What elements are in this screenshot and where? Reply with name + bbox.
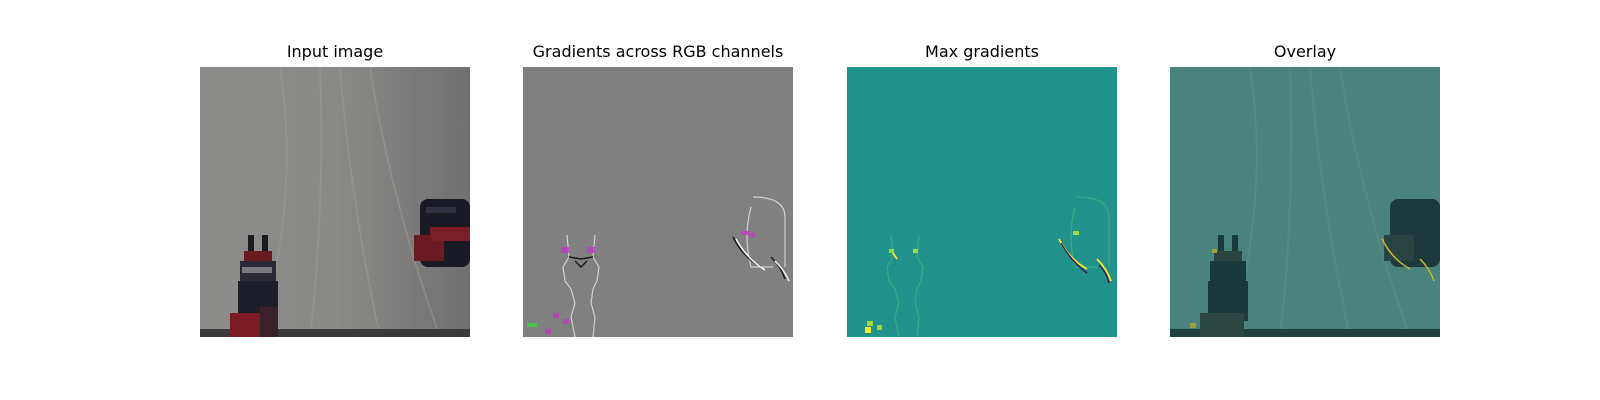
panel-title: Input image <box>286 42 384 61</box>
rgb-gradients-image <box>523 67 793 337</box>
robot-gripper-left <box>230 235 278 337</box>
panel-max-gradients: Max gradients <box>847 0 1117 400</box>
overlay-image <box>1170 67 1440 337</box>
panel-input-image: Input image <box>200 0 470 400</box>
max-gradients-image <box>847 67 1117 337</box>
panel-rgb-gradients: Gradients across RGB channels <box>523 0 793 400</box>
panel-overlay: Overlay <box>1170 0 1440 400</box>
input-image <box>200 67 470 337</box>
panel-title: Gradients across RGB channels <box>532 42 784 61</box>
panel-title: Max gradients <box>925 42 1039 61</box>
robot-arm-right <box>414 199 470 267</box>
panel-title: Overlay <box>1273 42 1337 61</box>
